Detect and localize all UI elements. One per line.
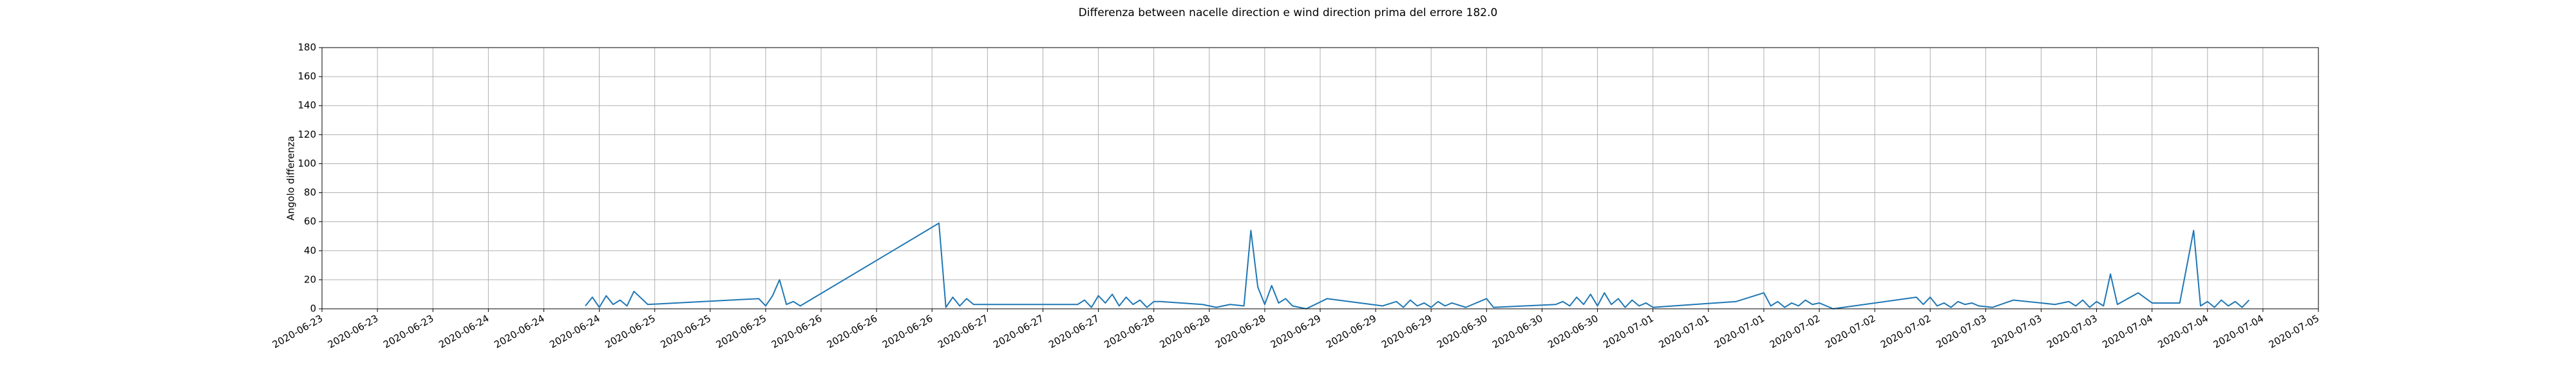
y-tick-label: 160 [298, 71, 316, 82]
x-tick-label: 2020-07-01 [1601, 313, 1656, 351]
x-tick-label: 2020-06-23 [381, 313, 436, 351]
x-tick-label: 2020-06-25 [714, 313, 769, 351]
x-tick-label: 2020-06-23 [270, 313, 325, 351]
y-tick-label: 100 [298, 158, 316, 169]
data-line [585, 222, 2250, 309]
x-tick-label: 2020-06-23 [326, 313, 381, 351]
x-tick-label: 2020-07-03 [2045, 313, 2099, 351]
x-tick-label: 2020-06-28 [1102, 313, 1157, 351]
x-tick-label: 2020-06-26 [770, 313, 824, 351]
x-tick-label: 2020-06-24 [492, 313, 547, 351]
y-tick-label: 80 [304, 187, 316, 198]
x-tick-label: 2020-06-24 [437, 313, 491, 351]
x-tick-label: 2020-06-30 [1546, 313, 1600, 351]
y-tick-label: 140 [298, 100, 316, 111]
x-tick-label: 2020-06-29 [1324, 313, 1379, 351]
y-tick-label: 120 [298, 129, 316, 140]
x-tick-label: 2020-06-28 [1213, 313, 1268, 351]
x-tick-label: 2020-06-27 [936, 313, 990, 351]
x-tick-label: 2020-06-28 [1158, 313, 1213, 351]
x-tick-label: 2020-07-03 [1934, 313, 1989, 351]
x-tick-label: 2020-06-25 [659, 313, 714, 351]
y-tick-label: 60 [304, 216, 316, 227]
x-tick-label: 2020-07-05 [2267, 313, 2322, 351]
x-tick-label: 2020-06-29 [1269, 313, 1323, 351]
x-tick-label: 2020-06-26 [880, 313, 935, 351]
x-tick-label: 2020-07-02 [1768, 313, 1823, 351]
y-tick-label: 40 [304, 244, 316, 256]
x-tick-label: 2020-06-24 [547, 313, 602, 351]
y-tick-label: 0 [310, 303, 316, 315]
x-tick-label: 2020-07-04 [2100, 313, 2155, 351]
x-tick-label: 2020-06-25 [603, 313, 658, 351]
y-axis-label: Angolo differenza [285, 136, 297, 220]
x-tick-label: 2020-07-03 [1989, 313, 2044, 351]
x-tick-label: 2020-06-30 [1490, 313, 1545, 351]
chart-title: Differenza between nacelle direction e w… [1079, 6, 1498, 19]
y-tick-label: 20 [304, 273, 316, 285]
x-tick-label: 2020-06-27 [1046, 313, 1101, 351]
x-tick-label: 2020-06-29 [1379, 313, 1434, 351]
y-tick-label: 180 [298, 42, 316, 53]
x-tick-label: 2020-07-01 [1657, 313, 1712, 351]
x-tick-label: 2020-07-01 [1712, 313, 1767, 351]
x-tick-label: 2020-06-26 [825, 313, 880, 351]
x-tick-label: 2020-07-02 [1879, 313, 1933, 351]
x-tick-label: 2020-07-02 [1823, 313, 1878, 351]
x-tick-label: 2020-06-30 [1435, 313, 1490, 351]
x-tick-label: 2020-07-04 [2211, 313, 2266, 351]
plot-frame [321, 47, 2319, 309]
x-tick-label: 2020-07-04 [2156, 313, 2211, 351]
x-tick-label: 2020-06-27 [991, 313, 1046, 351]
